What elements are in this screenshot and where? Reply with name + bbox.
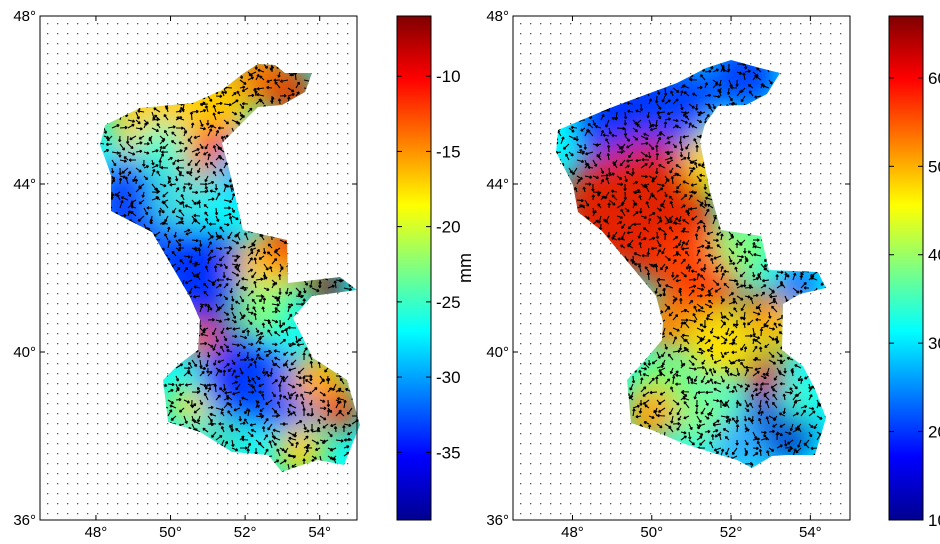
- colorbar: [396, 15, 432, 521]
- x-tick-label: 48°: [561, 524, 584, 539]
- colorbar-tick-label: -20: [436, 218, 461, 237]
- x-tick-label: 52°: [234, 524, 257, 539]
- y-tick-label: 40°: [486, 344, 509, 361]
- colorbar-tick-label: -30: [436, 368, 461, 387]
- colorbar-tick-label: 40: [928, 246, 940, 265]
- colorbar-tick-label: -10: [436, 67, 461, 86]
- x-tick-label: 52°: [720, 524, 743, 539]
- y-tick-label: 48°: [13, 8, 36, 25]
- map-panel-1: 48° 50° 52° 54° 36° 40° 44° 48° -10 -15 -20 -25 -30 -…: [13, 8, 475, 541]
- colorbar-tick-label: 60: [928, 69, 940, 88]
- colorbar-label: mm: [455, 253, 475, 283]
- colorbar-tick-label: -35: [436, 443, 461, 462]
- y-tick-label: 48°: [486, 8, 509, 25]
- colorbar-tick-label: 20: [928, 423, 940, 442]
- colorbar: [888, 15, 924, 521]
- colorbar-tick-label: 10: [928, 511, 940, 530]
- x-tick-label: 54°: [308, 524, 331, 539]
- x-tick-label: 48°: [85, 524, 108, 539]
- colorbar-tick-label: -15: [436, 142, 461, 161]
- y-tick-label: 44°: [486, 176, 509, 193]
- colorbar-tick-label: -25: [436, 293, 461, 312]
- x-tick-label: 50°: [159, 524, 182, 539]
- axes-frame: [39, 15, 358, 521]
- axes-frame: [512, 15, 851, 521]
- x-tick-label: 54°: [799, 524, 822, 539]
- colorbar-tick-label: 30: [928, 334, 940, 353]
- y-tick-label: 36°: [486, 512, 509, 529]
- map-panel-2: 48°50°52°54°36°40°44°48°102030405060mm: [486, 8, 940, 541]
- y-tick-label: 44°: [13, 176, 36, 193]
- y-tick-label: 40°: [13, 344, 36, 361]
- y-tick-label: 36°: [13, 512, 36, 529]
- colorbar-tick-label: 50: [928, 157, 940, 176]
- x-tick-label: 50°: [640, 524, 663, 539]
